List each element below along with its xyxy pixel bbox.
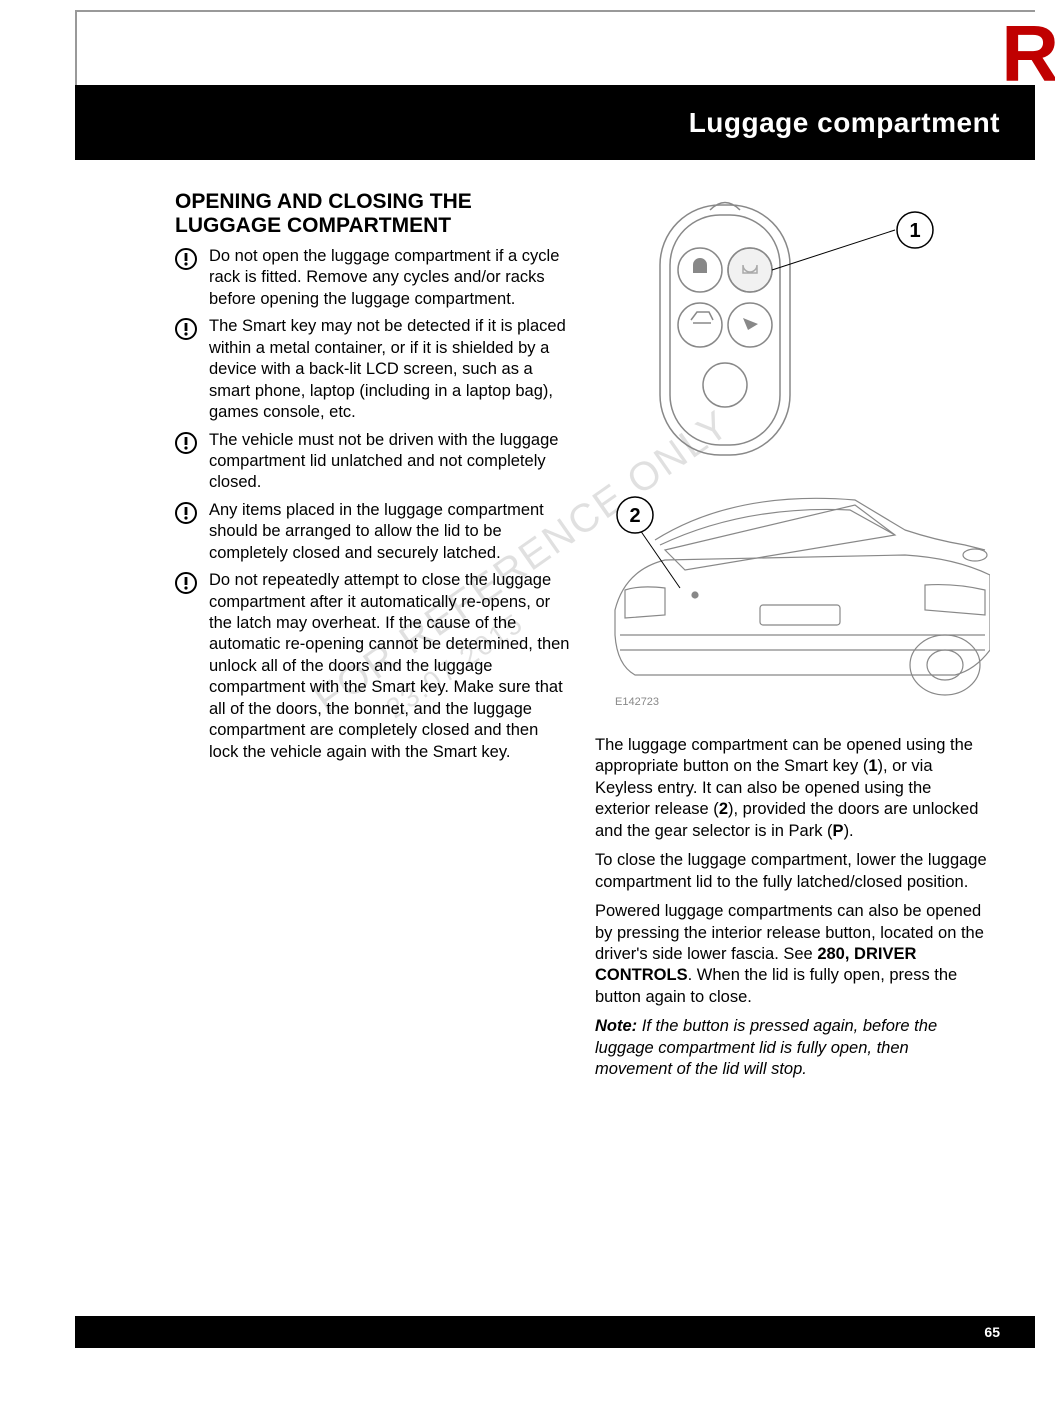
chapter-title: Luggage compartment <box>689 107 1000 139</box>
text-bold: 2 <box>719 800 728 818</box>
body-paragraph: To close the luggage compartment, lower … <box>595 850 990 893</box>
warning-item: Any items placed in the luggage compartm… <box>175 500 570 564</box>
caution-circle-icon <box>175 572 197 594</box>
warning-item: The Smart key may not be detected if it … <box>175 316 570 423</box>
warning-text: Do not repeatedly attempt to close the l… <box>209 570 570 763</box>
section-heading: OPENING AND CLOSING THE LUGGAGE COMPARTM… <box>175 190 570 238</box>
body-paragraph: Powered luggage compartments can also be… <box>595 901 990 1008</box>
margin-rule-h <box>75 10 1035 12</box>
content-area: OPENING AND CLOSING THE LUGGAGE COMPARTM… <box>175 190 1005 1089</box>
text-run: ). <box>844 822 854 840</box>
illustration-code: E142723 <box>615 696 659 708</box>
callout-2-label: 2 <box>629 505 640 527</box>
warning-item: The vehicle must not be driven with the … <box>175 430 570 494</box>
page: R Luggage compartment OPENING AND CLOSIN… <box>0 0 1055 1418</box>
illustration: 1 <box>595 190 990 720</box>
column-right: 1 <box>595 190 990 1089</box>
note-label: Note: <box>595 1017 637 1035</box>
warning-text: The vehicle must not be driven with the … <box>209 430 570 494</box>
text-bold: 1 <box>868 757 877 775</box>
caution-circle-icon <box>175 248 197 270</box>
caution-circle-icon <box>175 432 197 454</box>
text-run: Powered luggage compartments can also be… <box>595 902 984 963</box>
text-bold: P <box>833 822 844 840</box>
callout-1-label: 1 <box>909 220 920 242</box>
page-number: 65 <box>984 1324 1000 1340</box>
warning-text: The Smart key may not be detected if it … <box>209 316 570 423</box>
footer-bar: 65 <box>75 1316 1035 1348</box>
warning-text: Do not open the luggage compartment if a… <box>209 246 570 310</box>
warning-item: Do not open the luggage compartment if a… <box>175 246 570 310</box>
note-paragraph: Note: If the button is pressed again, be… <box>595 1016 990 1080</box>
margin-rule-v <box>75 10 77 85</box>
caution-circle-icon <box>175 318 197 340</box>
caution-circle-icon <box>175 502 197 524</box>
body-paragraph: The luggage compartment can be opened us… <box>595 735 990 842</box>
warning-item: Do not repeatedly attempt to close the l… <box>175 570 570 763</box>
column-left: OPENING AND CLOSING THE LUGGAGE COMPARTM… <box>175 190 570 1089</box>
warning-text: Any items placed in the luggage compartm… <box>209 500 570 564</box>
note-text: If the button is pressed again, before t… <box>595 1017 937 1078</box>
chapter-banner: Luggage compartment <box>75 85 1035 160</box>
